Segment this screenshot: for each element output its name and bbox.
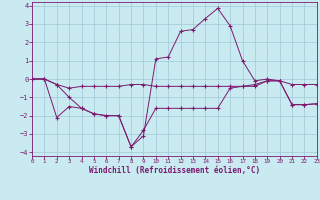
X-axis label: Windchill (Refroidissement éolien,°C): Windchill (Refroidissement éolien,°C) — [89, 166, 260, 175]
